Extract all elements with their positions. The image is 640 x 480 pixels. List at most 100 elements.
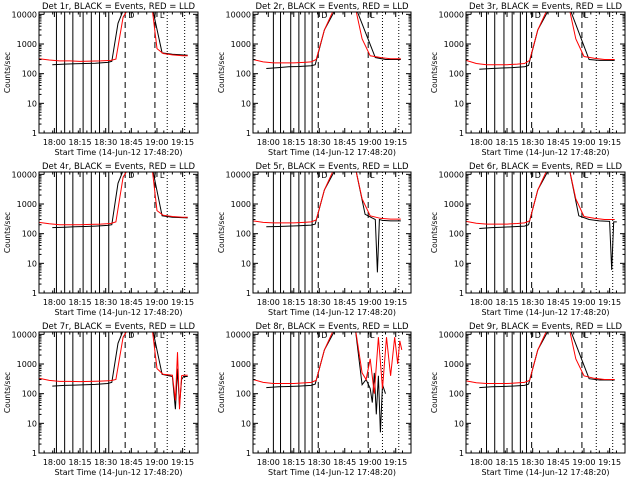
panel-det-4r: Det 4r, BLACK = Events, RED = LLDDL11010… [3, 162, 199, 317]
series-events-line [52, 172, 188, 229]
x-tick-label: 19:00 [359, 458, 382, 467]
x-tick-label: 18:15 [496, 458, 519, 467]
y-tick-label: 100 [449, 390, 464, 399]
x-axis: 18:00 18:15 18:30 18:45 19:00 19:15 [470, 172, 626, 307]
x-tick-label: 19:15 [171, 458, 194, 467]
x-tick-label: 19:00 [145, 138, 168, 147]
y-tick-label: 100 [22, 390, 37, 399]
y-axis: 1 10 100 1000 10000 [12, 170, 198, 298]
plot-frame [252, 171, 412, 294]
x-tick-label: 18:45 [547, 138, 570, 147]
x-axis-label: Start Time (14-Jun-12 17:48:20) [268, 468, 396, 477]
y-tick-label: 10 [27, 419, 37, 428]
y-tick-label: 1 [459, 449, 464, 458]
series-events-line [479, 12, 615, 70]
y-tick-label: 1000 [231, 360, 251, 369]
marker-label: D [535, 11, 541, 20]
y-tick-label: 1000 [444, 360, 464, 369]
marker-label: L [584, 331, 589, 340]
series-events-line [266, 172, 401, 273]
reference-lines [486, 332, 614, 453]
marker-label: D [321, 11, 327, 20]
panel-title: Det 6r, BLACK = Events, RED = LLD [469, 162, 623, 172]
series-group [39, 12, 188, 66]
y-tick-label: 10 [27, 99, 37, 108]
x-tick-label: 19:00 [145, 298, 168, 307]
y-tick-label: 100 [449, 230, 464, 239]
series-events-line [52, 12, 188, 66]
series-lld-line [39, 172, 188, 226]
y-tick-label: 10000 [439, 10, 464, 19]
y-tick-label: 1 [459, 129, 464, 138]
x-tick-label: 19:00 [145, 458, 168, 467]
x-tick-label: 18:15 [282, 298, 305, 307]
y-axis: 1 10 100 1000 10000 [12, 330, 198, 458]
x-tick-label: 18:00 [470, 298, 493, 307]
x-axis-label: Start Time (14-Jun-12 17:48:20) [482, 308, 610, 317]
y-tick-label: 1 [246, 129, 251, 138]
x-tick-label: 18:30 [308, 458, 331, 467]
marker-label: D [535, 331, 541, 340]
y-axis-label: Counts/sec [3, 212, 12, 253]
x-axis: 18:00 18:15 18:30 18:45 19:00 19:15 [257, 12, 412, 147]
x-tick-label: 18:30 [521, 138, 544, 147]
x-tick-label: 18:45 [333, 138, 356, 147]
y-tick-label: 1 [32, 129, 37, 138]
x-tick-label: 18:00 [257, 138, 280, 147]
panel-title: Det 8r, BLACK = Events, RED = LLD [255, 322, 409, 332]
marker-label: L [160, 11, 165, 20]
x-axis-label: Start Time (14-Jun-12 17:48:20) [482, 468, 610, 477]
x-tick-label: 18:45 [333, 458, 356, 467]
series-group [39, 172, 188, 229]
x-tick-label: 18:15 [69, 138, 92, 147]
marker-label: D [321, 171, 327, 180]
x-tick-label: 18:00 [257, 298, 280, 307]
panel-det-7r: Det 7r, BLACK = Events, RED = LLDDL11010… [3, 322, 199, 477]
x-tick-label: 18:00 [470, 138, 493, 147]
series-group [466, 172, 617, 270]
y-axis: 1 10 100 1000 10000 [439, 330, 625, 458]
series-lld-line [39, 12, 188, 62]
marker-label: L [370, 331, 375, 340]
series-group [39, 332, 188, 410]
y-tick-label: 100 [22, 70, 37, 79]
panel-title: Det 7r, BLACK = Events, RED = LLD [42, 322, 196, 332]
plot-frame [38, 11, 199, 134]
y-tick-label: 1000 [17, 40, 37, 49]
y-tick-label: 1000 [444, 200, 464, 209]
y-tick-label: 100 [236, 390, 251, 399]
x-tick-label: 19:15 [171, 138, 194, 147]
x-axis: 18:00 18:15 18:30 18:45 19:00 19:15 [43, 332, 199, 467]
marker-label: L [370, 11, 375, 20]
x-axis-label: Start Time (14-Jun-12 17:48:20) [55, 468, 183, 477]
series-group [253, 172, 401, 273]
y-tick-label: 1 [459, 289, 464, 298]
y-axis-label: Counts/sec [3, 52, 12, 93]
marker-label: L [584, 11, 589, 20]
marker-label: L [584, 171, 589, 180]
panel-title: Det 5r, BLACK = Events, RED = LLD [255, 162, 409, 172]
y-axis: 1 10 100 1000 10000 [12, 10, 198, 138]
y-tick-label: 10000 [12, 10, 37, 19]
x-tick-label: 18:30 [94, 298, 117, 307]
x-tick-label: 19:00 [572, 138, 595, 147]
panel-title: Det 2r, BLACK = Events, RED = LLD [255, 2, 409, 12]
x-axis-label: Start Time (14-Jun-12 17:48:20) [482, 148, 610, 157]
x-tick-label: 19:15 [384, 458, 407, 467]
x-tick-label: 19:00 [359, 298, 382, 307]
x-axis: 18:00 18:15 18:30 18:45 19:00 19:15 [257, 172, 412, 307]
y-tick-label: 1 [32, 449, 37, 458]
x-tick-label: 18:30 [94, 138, 117, 147]
y-axis-label: Counts/sec [217, 52, 226, 93]
x-axis-label: Start Time (14-Jun-12 17:48:20) [268, 308, 396, 317]
x-tick-label: 18:00 [43, 298, 66, 307]
reference-lines [55, 12, 186, 133]
x-axis-label: Start Time (14-Jun-12 17:48:20) [55, 308, 183, 317]
y-tick-label: 10000 [226, 10, 251, 19]
y-tick-label: 100 [236, 70, 251, 79]
y-tick-label: 1 [32, 289, 37, 298]
x-tick-label: 19:15 [384, 298, 407, 307]
